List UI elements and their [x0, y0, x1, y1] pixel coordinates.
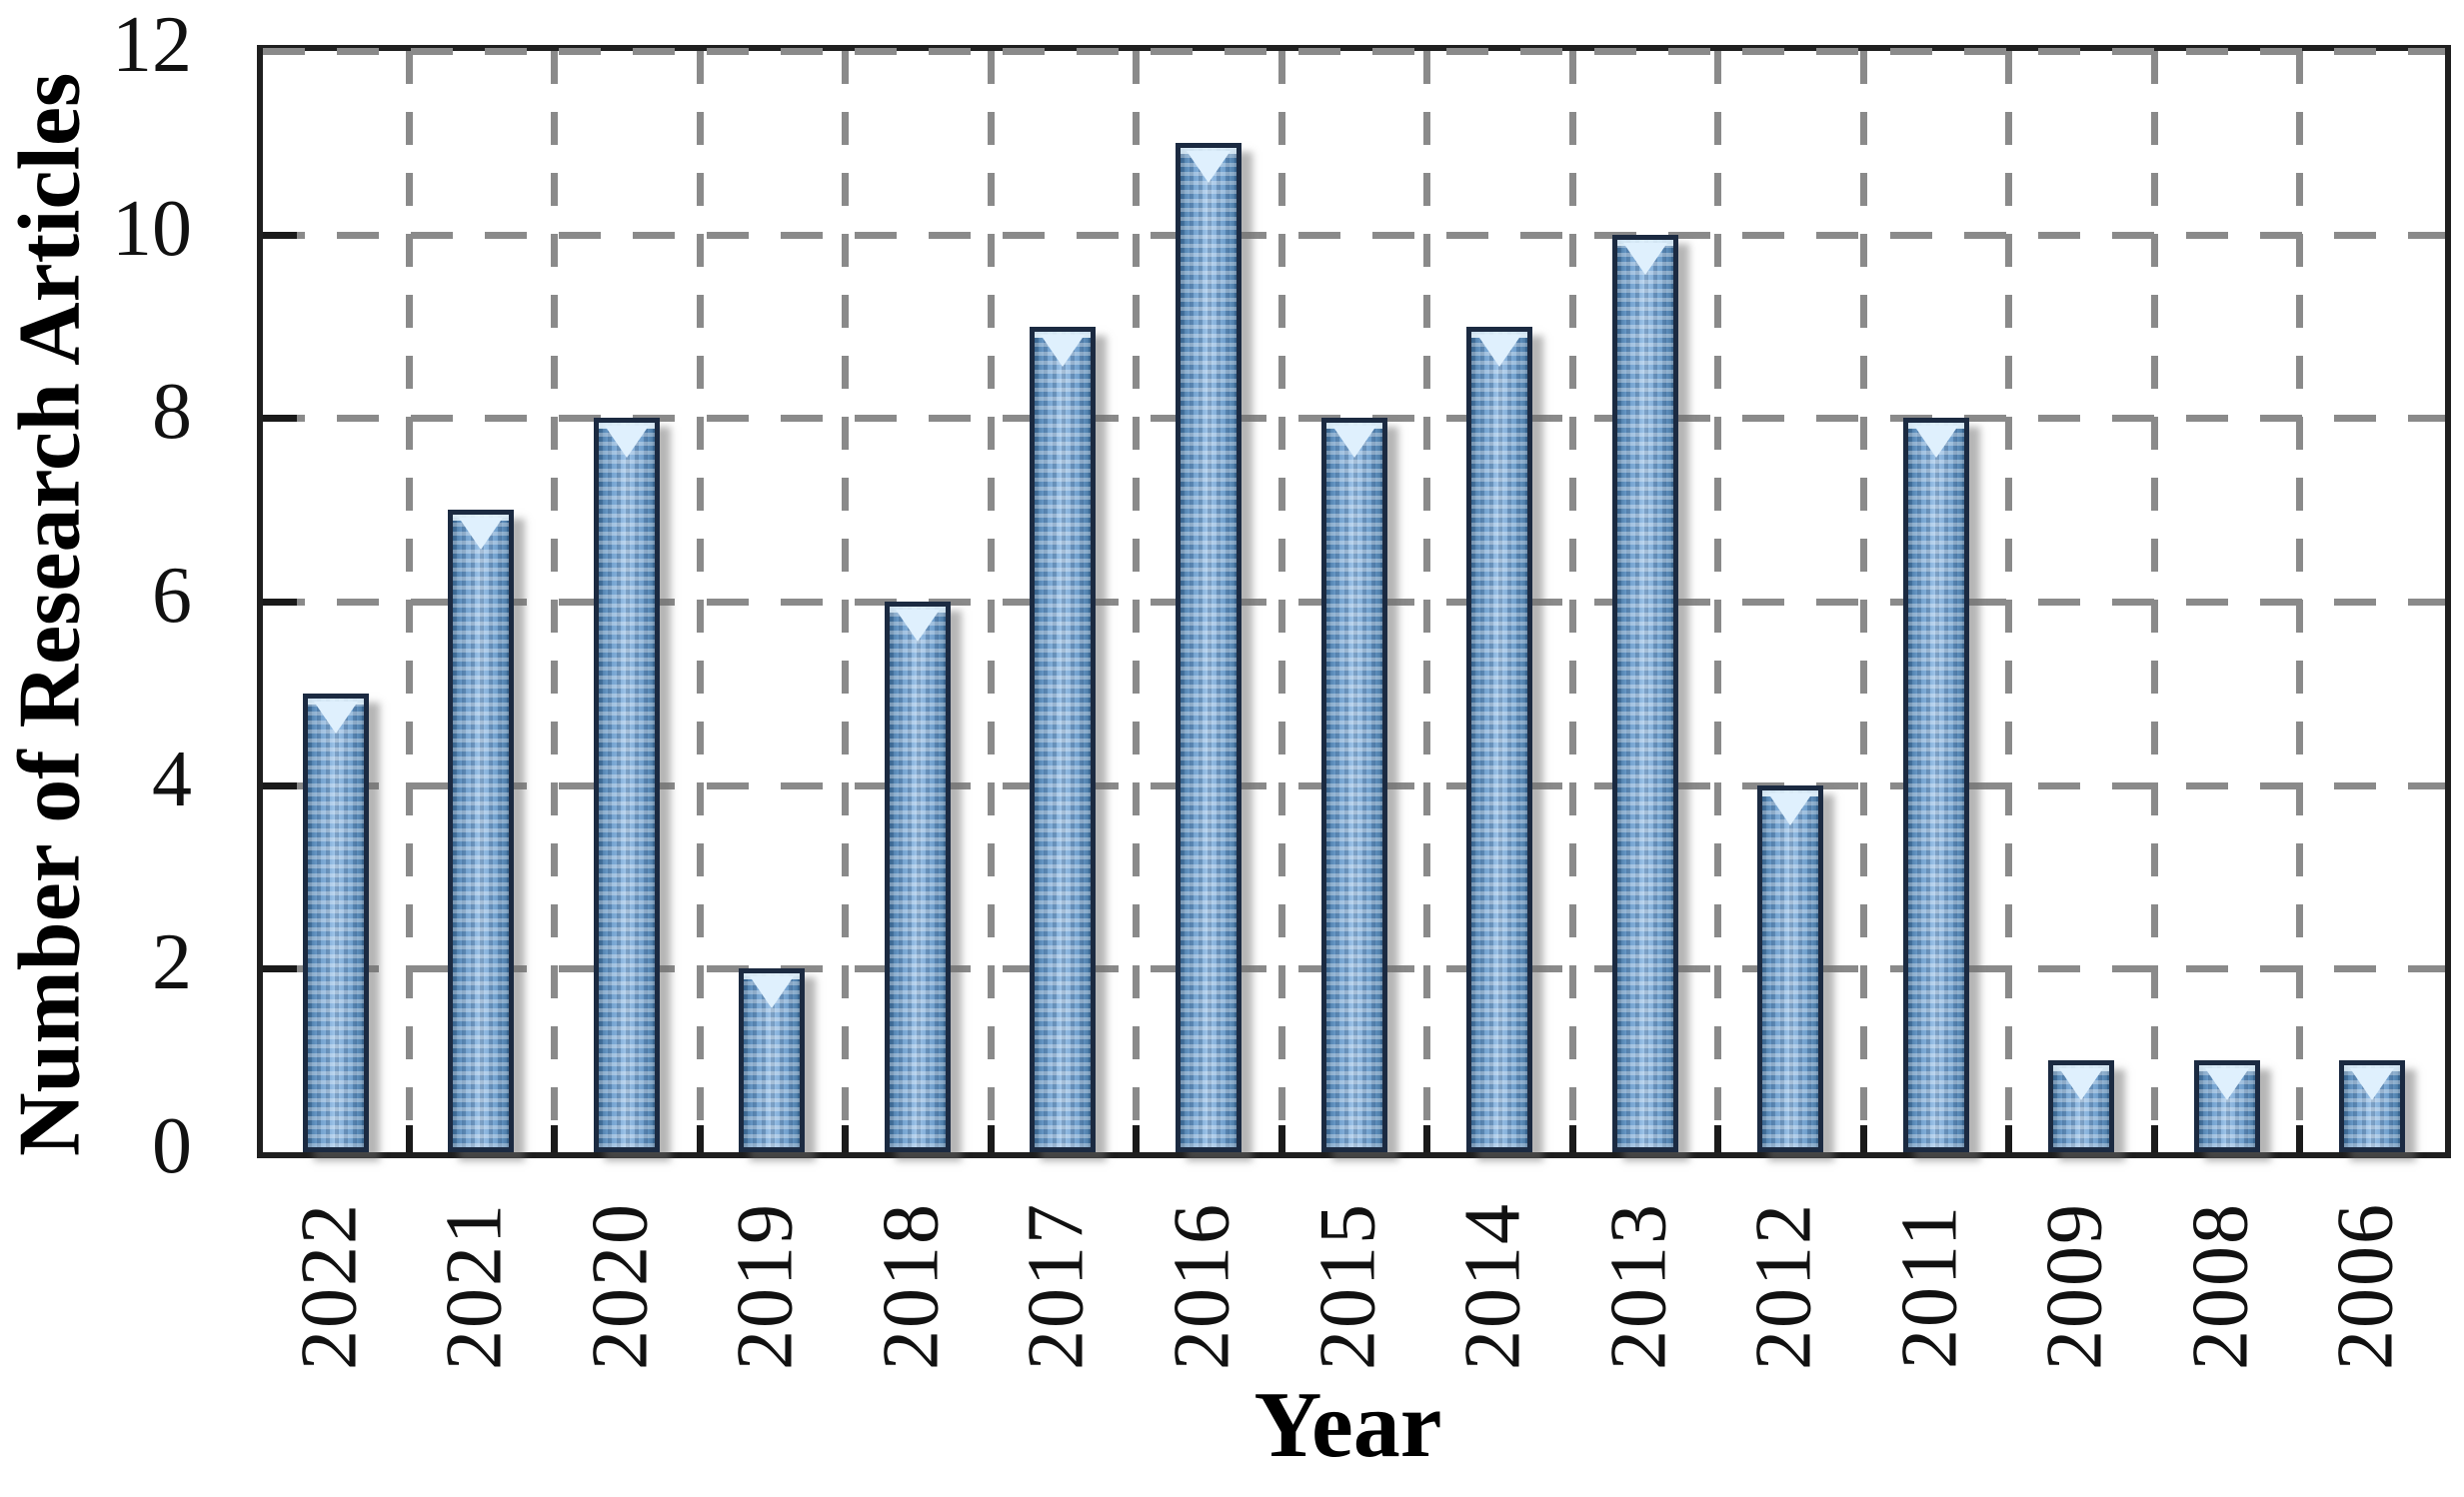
bar-highlight [1186, 150, 1231, 183]
bar-highlight [313, 701, 358, 734]
x-tick-mark [842, 1125, 850, 1152]
v-gridline [696, 51, 704, 1152]
x-tick-label: 2009 [2030, 1202, 2119, 1370]
bar-highlight [1041, 334, 1086, 367]
x-tick-label: 2022 [285, 1202, 374, 1370]
x-tick-mark [1859, 1125, 1867, 1152]
bar-2019 [739, 968, 806, 1152]
x-tick-mark [1133, 1125, 1141, 1152]
v-gridline [987, 51, 995, 1152]
v-gridline [1714, 51, 1722, 1152]
y-tick-label: 10 [112, 184, 192, 273]
x-tick-label: 2017 [1012, 1202, 1101, 1370]
bar-highlight [2350, 1068, 2395, 1101]
v-gridline [551, 51, 559, 1152]
v-gridline [2005, 51, 2013, 1152]
v-gridline [1568, 51, 1576, 1152]
bar-2020 [593, 418, 660, 1152]
x-tick-mark [2005, 1125, 2013, 1152]
x-tick-label: 2021 [430, 1202, 519, 1370]
plot-area [257, 45, 2451, 1158]
x-tick-mark [551, 1125, 559, 1152]
bar-2013 [1611, 234, 1678, 1152]
bar-highlight [1622, 242, 1667, 275]
x-tick-label: 2020 [576, 1202, 665, 1370]
bar-highlight [1768, 792, 1813, 825]
bar-highlight [459, 518, 504, 551]
v-gridline [2296, 51, 2304, 1152]
bar-2011 [1902, 418, 1969, 1152]
y-tick-label: 6 [152, 552, 192, 640]
x-axis-title: Year [1253, 1373, 1442, 1477]
bar-highlight [895, 610, 940, 642]
v-gridline [1277, 51, 1285, 1152]
x-tick-label: 2018 [867, 1202, 956, 1370]
x-tick-mark [1568, 1125, 1576, 1152]
x-tick-label: 2008 [2176, 1202, 2265, 1370]
x-tick-mark [2296, 1125, 2304, 1152]
v-gridline [842, 51, 850, 1152]
x-tick-label: 2016 [1158, 1202, 1246, 1370]
x-tick-label: 2013 [1594, 1202, 1683, 1370]
x-tick-mark [696, 1125, 704, 1152]
bar-highlight [1331, 426, 1376, 459]
v-gridline [2150, 51, 2158, 1152]
h-gridline [263, 231, 2445, 239]
bar-2006 [2339, 1060, 2406, 1152]
y-tick-mark [263, 599, 297, 606]
y-tick-label: 2 [152, 918, 192, 1007]
bar-2016 [1175, 142, 1241, 1152]
x-tick-mark [405, 1125, 413, 1152]
y-tick-label: 4 [152, 735, 192, 823]
x-tick-label: 2011 [1885, 1203, 1974, 1369]
v-gridline [1423, 51, 1431, 1152]
bar-highlight [1477, 334, 1522, 367]
bar-2021 [448, 510, 515, 1152]
y-tick-mark [263, 965, 297, 973]
x-tick-mark [2150, 1125, 2158, 1152]
x-tick-mark [1714, 1125, 1722, 1152]
x-tick-label: 2012 [1739, 1202, 1828, 1370]
y-tick-mark [263, 231, 297, 239]
x-tick-label: 2019 [721, 1202, 810, 1370]
y-tick-mark [263, 781, 297, 789]
x-tick-mark [1277, 1125, 1285, 1152]
bar-2018 [884, 602, 951, 1152]
bar-highlight [750, 976, 795, 1009]
bar-highlight [1913, 426, 1958, 459]
bar-2009 [2048, 1060, 2115, 1152]
h-gridline [263, 48, 2445, 55]
bar-2022 [302, 693, 369, 1152]
bar-highlight [2059, 1068, 2104, 1101]
x-tick-mark [1423, 1125, 1431, 1152]
bar-2015 [1320, 418, 1387, 1152]
x-tick-label: 2015 [1303, 1202, 1391, 1370]
bar-2014 [1466, 326, 1533, 1152]
bar-highlight [604, 426, 649, 459]
bar-highlight [2204, 1068, 2249, 1101]
v-gridline [1133, 51, 1141, 1152]
y-tick-label: 8 [152, 368, 192, 457]
y-tick-label: 0 [152, 1102, 192, 1190]
v-gridline [1859, 51, 1867, 1152]
bar-2012 [1757, 784, 1824, 1152]
x-tick-label: 2014 [1448, 1202, 1537, 1370]
v-gridline [405, 51, 413, 1152]
bar-2008 [2193, 1060, 2260, 1152]
y-tick-mark [263, 415, 297, 423]
bar-2017 [1030, 326, 1097, 1152]
x-tick-mark [987, 1125, 995, 1152]
x-tick-label: 2006 [2321, 1202, 2410, 1370]
y-tick-label: 12 [112, 1, 192, 89]
